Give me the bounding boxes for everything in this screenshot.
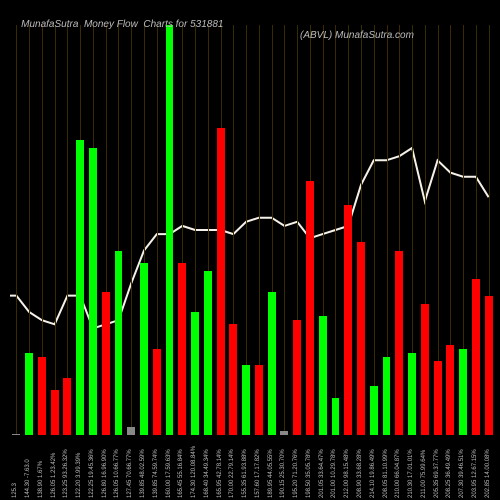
bar [395,251,403,436]
x-label: 138.90 1.67% [38,461,44,498]
grid-line [284,25,285,435]
x-label: 210.00 66.04.87% [395,449,401,498]
x-label: 122.25 19.45.36% [89,449,95,498]
chart-title: MunafaSutra Money Flow Charts for 531881… [10,8,490,41]
bar [229,324,237,435]
bar [472,279,480,435]
bar [255,365,263,435]
bar [268,292,276,436]
bar [485,296,493,435]
x-label: 214.10 19.86.49% [370,449,376,498]
x-label: 190.15 25.30.70% [280,449,286,498]
grid-line [374,25,375,435]
x-label: 165.95 42.78.14% [217,449,223,498]
bar [76,140,84,435]
x-label: 168.40 34.49.34% [204,449,210,498]
x-label: 127.45 70.66.77% [127,449,133,498]
x-label: 205.35 69.37.77% [434,449,440,498]
bar [115,251,123,436]
x-label: 174.30 120.08.84% [191,446,197,498]
x-label: 165.45 55.16.84% [178,449,184,498]
x-label: 210.30 17.01.01% [408,449,414,498]
x-label: 160.00 17.59.63% [166,449,172,498]
x-label: 126.05 10.66.77% [114,449,120,498]
x-label: 170.00 22.79.14% [229,449,235,498]
grid-line [131,25,132,435]
bar [344,205,352,435]
money-flow-chart: MunafaSutra Money Flow Charts for 531881… [0,0,500,500]
x-label: 211.00 75.99.64% [421,450,427,498]
bar [191,312,199,435]
x-label: 139.85 48.02.59% [140,449,146,498]
bar [446,345,454,435]
bar [421,304,429,435]
bar [153,349,161,435]
x-label: 198.50 35.05.78% [306,449,312,498]
grid-line [67,25,68,435]
x-label: 212.00 98.15.48% [344,449,350,498]
x-label: 202.85 14.00.08% [485,449,491,498]
bar [89,148,97,435]
bar [293,320,301,435]
x-label: 126.05 1.23.42% [51,453,57,498]
x-label: 126.80 16.96.90% [102,449,108,498]
x-label: 139.85 74.59.74% [153,449,159,498]
bar [127,427,135,435]
title-right: (ABVL) MunafaSutra.com [300,30,414,41]
title-left: MunafaSutra Money Flow Charts for 531881 [21,19,223,30]
bar [204,271,212,435]
x-label: 208.05 81.10.99% [383,449,389,498]
bar [102,292,110,436]
grid-line [335,25,336,435]
bar [178,263,186,435]
bar [25,353,33,435]
bar [408,353,416,435]
x-label: 157.60 17.17.82% [255,449,261,498]
bar [383,357,391,435]
bar [434,361,442,435]
bar [242,365,250,435]
plot-area [10,25,495,435]
x-label: 125.3 [12,483,18,498]
bar [332,398,340,435]
x-label: 122.20 3.99.39% [76,453,82,498]
bar [357,242,365,435]
x-label: 144.30 -7.63.0 [25,459,31,498]
x-label: 203.95 12.67.15% [472,449,478,498]
x-label: 195.20 71.20.76% [293,449,299,498]
bar [370,386,378,435]
x-label: 123.25 93.26.32% [63,449,69,498]
bar [459,349,467,435]
bar [38,357,46,435]
bar [51,390,59,435]
bar [63,378,71,435]
bar [166,25,174,435]
x-label: 201.05 33.64.47% [319,449,325,498]
x-axis-labels: 125.3 144.30 -7.63.0 138.90 1.67% 126.05 1.… [10,435,495,500]
x-label: 155.35 61.93.88% [242,449,248,498]
x-label: 201.00 10.29.78% [331,449,337,498]
x-label: 189.95 44.05.55% [268,449,274,498]
bar [306,181,314,435]
x-label: 207.30 39.46.51% [459,449,465,498]
grid-line [55,25,56,435]
bar [319,316,327,435]
x-label: 208.90 33.68.28% [357,449,363,498]
bar [140,263,148,435]
grid-line [16,25,17,435]
x-label: 208.25 36.49.49% [446,449,452,498]
bar [217,128,225,436]
